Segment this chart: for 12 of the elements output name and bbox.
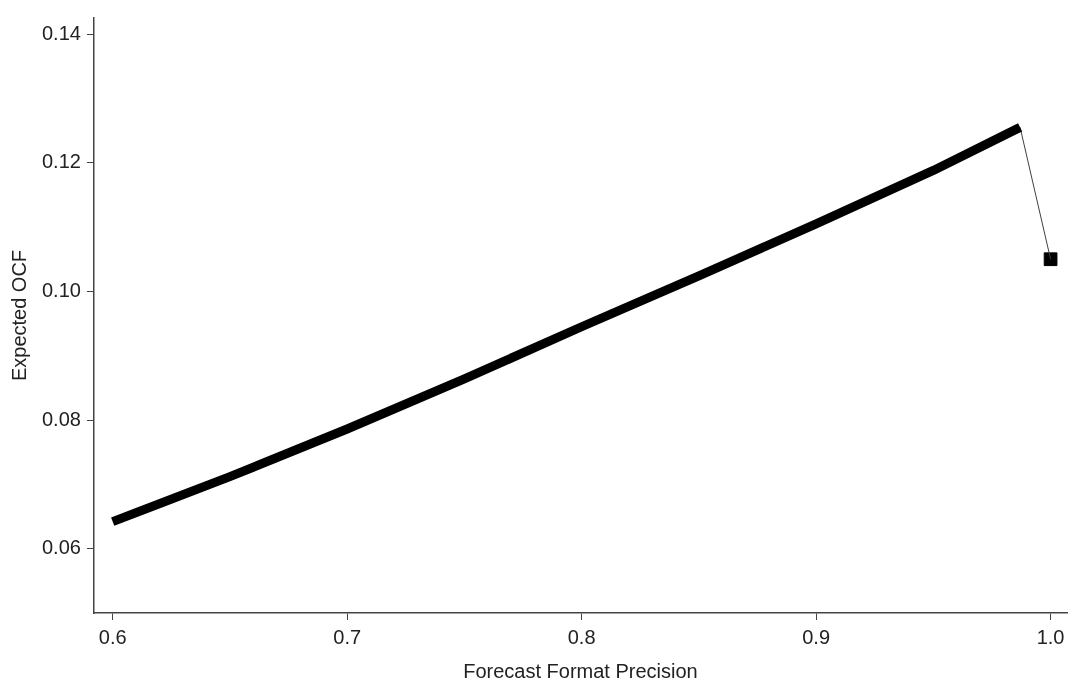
y-tick-label: 0.14 [41,21,81,44]
y-axis-title: Expected OCF [7,249,30,382]
y-tick-label: 0.10 [41,278,81,301]
x-tick-label: 0.9 [802,625,831,648]
x-tick-label: 0.7 [333,625,362,648]
x-axis-title: Forecast Format Precision [463,659,698,682]
x-tick-label: 0.6 [98,625,127,648]
y-tick-label: 0.08 [41,407,81,430]
y-tick-label: 0.12 [41,150,81,173]
x-tick-label: 0.8 [567,625,596,648]
y-tick-label: 0.06 [41,536,81,559]
x-tick-label: 1.0 [1036,625,1065,648]
